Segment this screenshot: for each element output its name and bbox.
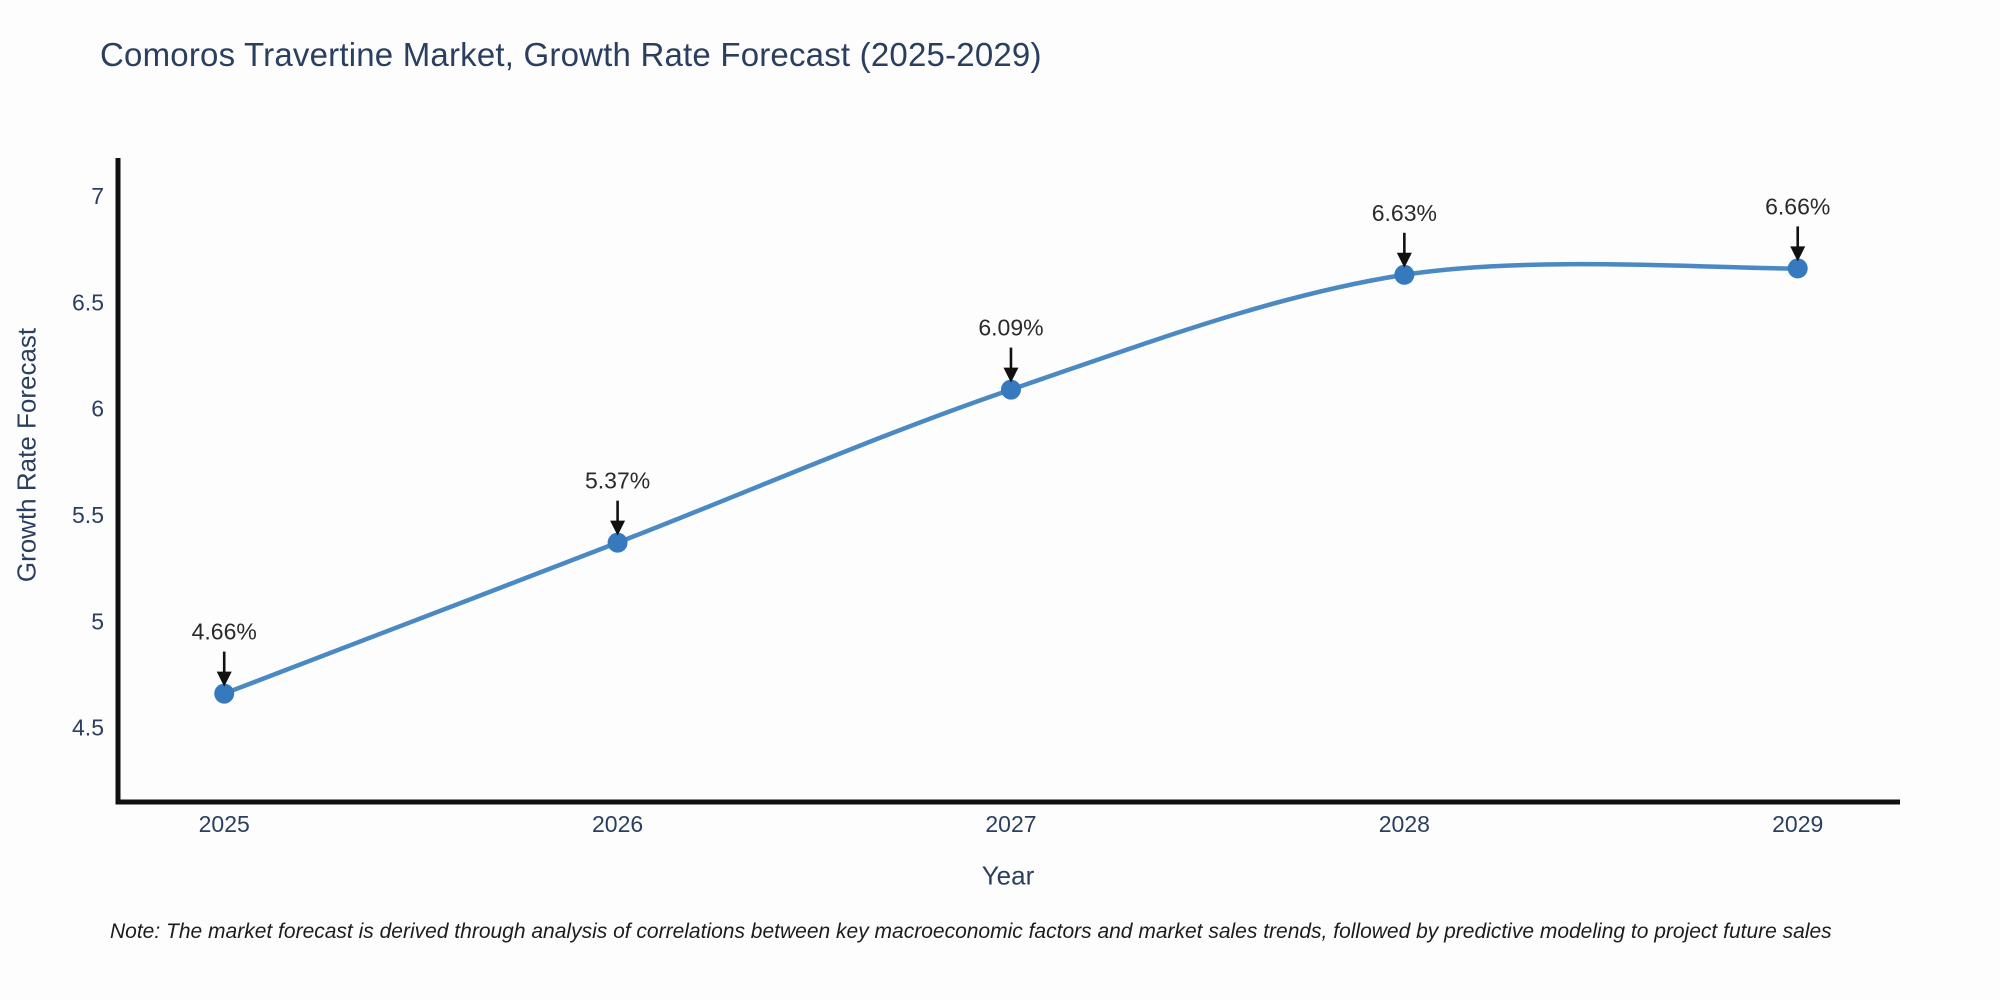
- y-tick-label: 6.5: [72, 289, 104, 315]
- x-tick-label: 2025: [199, 811, 250, 837]
- y-axis-title: Growth Rate Forecast: [11, 327, 42, 583]
- y-tick-label: 4.5: [72, 715, 104, 741]
- annotation-arrowhead: [1003, 367, 1019, 383]
- annotation-label: 6.66%: [1765, 193, 1830, 219]
- data-point-marker: [1000, 379, 1021, 400]
- footnote: Note: The market forecast is derived thr…: [110, 920, 1832, 943]
- x-tick-label: 2026: [592, 811, 643, 837]
- chart-title: Comoros Travertine Market, Growth Rate F…: [100, 36, 1042, 73]
- annotation-arrowhead: [610, 520, 626, 536]
- annotation-label: 4.66%: [192, 619, 257, 645]
- annotation-label: 6.63%: [1372, 200, 1437, 226]
- y-tick-label: 7: [91, 183, 104, 209]
- x-tick-label: 2028: [1379, 811, 1430, 837]
- annotation-arrowhead: [1396, 252, 1412, 268]
- data-point-marker: [1394, 264, 1415, 285]
- data-point-marker: [607, 532, 628, 553]
- y-tick-label: 5.5: [72, 502, 104, 528]
- annotation-arrowhead: [216, 671, 232, 687]
- annotation-label: 5.37%: [585, 468, 650, 494]
- y-tick-label: 6: [91, 396, 104, 422]
- x-tick-label: 2029: [1772, 811, 1823, 837]
- annotation-label: 6.09%: [978, 315, 1043, 341]
- x-tick-label: 2027: [985, 811, 1036, 837]
- data-point-marker: [1787, 258, 1808, 279]
- data-point-marker: [214, 683, 235, 704]
- y-tick-label: 5: [91, 608, 104, 634]
- annotation-arrowhead: [1790, 246, 1806, 262]
- x-axis-title: Year: [981, 860, 1035, 891]
